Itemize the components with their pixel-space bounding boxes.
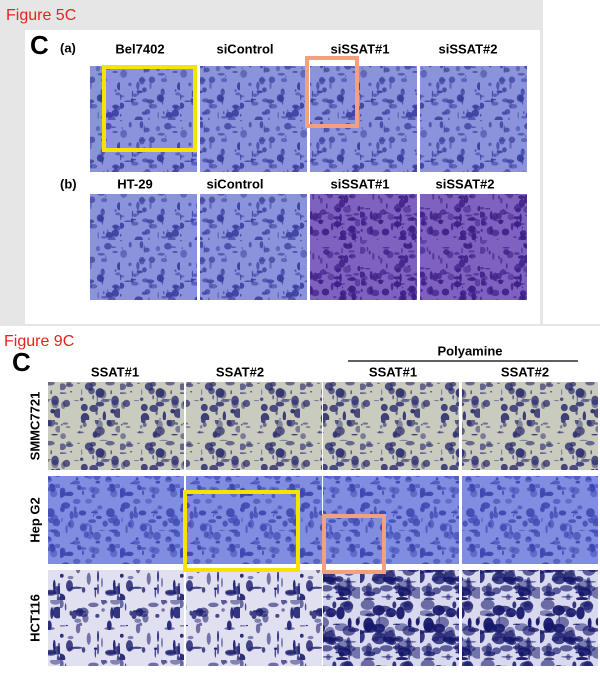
row-label: HCT116 [27,594,42,642]
micrograph [186,570,322,666]
micrograph [310,194,417,300]
highlight-box [322,514,386,574]
micrograph [186,476,322,564]
micrograph [200,66,307,172]
micrograph [462,570,598,666]
group-label: Polyamine [437,343,502,358]
micrograph [420,66,527,172]
row-label: SMMC7721 [27,392,42,461]
figure-label: Figure 5C [6,7,76,24]
micrograph [310,66,417,172]
highlight-box [183,490,300,572]
column-label: SSAT#1 [369,364,417,379]
column-label: SSAT#1 [91,364,139,379]
column-label: siControl [216,41,273,56]
column-label: HT-29 [117,176,152,191]
micrograph [323,382,459,470]
column-label: siControl [206,176,263,191]
row-label: (a) [60,40,76,55]
highlight-box [305,56,359,128]
panel-letter: C [30,30,49,60]
side-strip [543,0,600,324]
micrograph [48,382,184,470]
micrograph [420,194,527,300]
highlight-box [102,65,197,152]
micrograph [200,194,307,300]
micrograph [48,476,184,564]
column-label: SSAT#2 [501,364,549,379]
column-label: siSSAT#1 [330,41,389,56]
micrograph [323,570,459,666]
panel-letter: C [12,347,31,377]
micrograph [48,570,184,666]
figure-label: Figure 9C [4,333,74,350]
column-label: Bel7402 [115,41,164,56]
micrograph [462,476,598,564]
micrograph [186,382,322,470]
column-label: SSAT#2 [216,364,264,379]
row-label: (b) [60,176,77,191]
column-label: siSSAT#2 [435,176,494,191]
column-label: siSSAT#1 [330,176,389,191]
column-label: siSSAT#2 [438,41,497,56]
micrograph [462,382,598,470]
row-label: Hep G2 [27,497,42,543]
micrograph [323,476,459,564]
micrograph [90,194,197,300]
micrograph [90,66,197,172]
